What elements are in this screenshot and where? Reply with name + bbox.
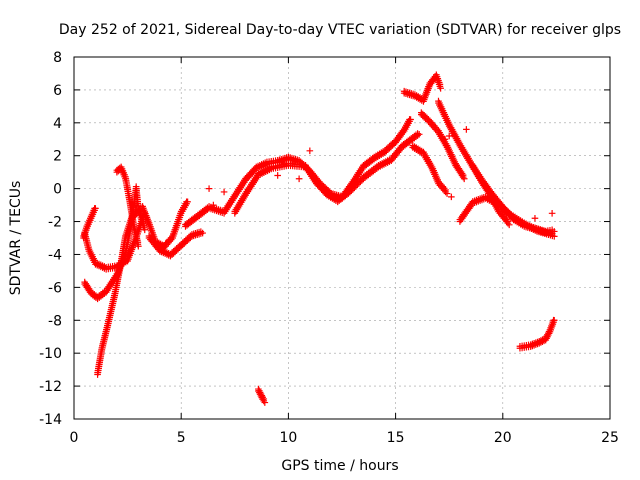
x-tick-label: 20: [494, 430, 512, 446]
data-point: [459, 171, 467, 179]
x-axis-label: GPS time / hours: [281, 458, 398, 474]
data-point: [407, 116, 414, 123]
series-arc-g: [182, 116, 414, 230]
data-point: [437, 84, 444, 92]
y-tick-label: -14: [39, 412, 62, 428]
y-tick-label: -4: [48, 247, 62, 263]
data-point: [443, 190, 451, 197]
data-point: [531, 214, 539, 222]
data-point: [550, 233, 558, 240]
data-point: [445, 132, 453, 140]
series-arc-p: [255, 385, 269, 406]
data-point: [441, 135, 449, 143]
data-point: [548, 210, 556, 217]
series-arc-f: [145, 228, 206, 260]
y-tick-label: 2: [53, 149, 62, 165]
data-point: [415, 131, 423, 138]
x-tick-label: 10: [279, 430, 297, 446]
data-point: [199, 229, 206, 237]
data-point: [162, 239, 170, 247]
data-series: [80, 71, 558, 406]
series-arc-n: [469, 161, 513, 229]
y-tick-label: -8: [48, 313, 62, 329]
data-point: [260, 395, 268, 403]
y-tick-label: -2: [48, 215, 62, 231]
data-point: [460, 175, 468, 183]
data-point: [436, 81, 444, 88]
data-point: [135, 242, 142, 250]
series-arc-a: [80, 205, 99, 242]
series-arc-o: [516, 316, 558, 352]
data-point: [274, 172, 281, 179]
x-tick-label: 0: [70, 430, 79, 446]
data-point: [297, 158, 304, 166]
data-point: [306, 147, 314, 155]
y-tick-label: 4: [53, 116, 62, 132]
y-tick-label: -12: [39, 379, 62, 395]
data-point: [550, 316, 558, 324]
x-tick-label: 5: [177, 430, 186, 446]
data-point: [184, 198, 191, 206]
data-point: [140, 222, 148, 230]
series-arc-i: [400, 71, 444, 105]
plot-frame: [73, 56, 611, 420]
x-tick-labels: 0 5 10 15 20 25: [70, 430, 619, 446]
series-arc-k: [409, 142, 451, 197]
y-tick-labels: -14 -12 -10 -8 -6 -4 -2 0 2 4 6 8: [39, 50, 62, 428]
data-point: [425, 116, 432, 123]
axis-ticks: [73, 56, 611, 420]
y-axis-label: SDTVAR / TECUs: [8, 181, 24, 296]
data-point: [141, 226, 149, 234]
series-arc-h: [231, 130, 423, 217]
y-tick-label: -10: [39, 346, 62, 362]
data-point: [448, 193, 455, 201]
data-point: [220, 188, 228, 196]
data-point: [205, 185, 213, 192]
y-tick-label: -6: [48, 280, 62, 296]
data-point: [210, 201, 217, 209]
data-point: [463, 126, 470, 133]
data-point: [92, 205, 99, 212]
x-tick-label: 15: [387, 430, 405, 446]
series-arc-e: [113, 163, 142, 250]
data-point: [295, 175, 303, 183]
y-tick-label: 6: [53, 83, 62, 99]
x-tick-label: 25: [601, 430, 619, 446]
data-point: [442, 186, 449, 194]
chart-title: Day 252 of 2021, Sidereal Day-to-day VTE…: [59, 22, 621, 38]
y-tick-label: 8: [53, 50, 62, 66]
data-point: [261, 399, 269, 406]
data-point: [504, 217, 512, 225]
data-point: [505, 221, 513, 229]
y-tick-label: 0: [53, 182, 62, 198]
series-scatter: [162, 126, 556, 247]
